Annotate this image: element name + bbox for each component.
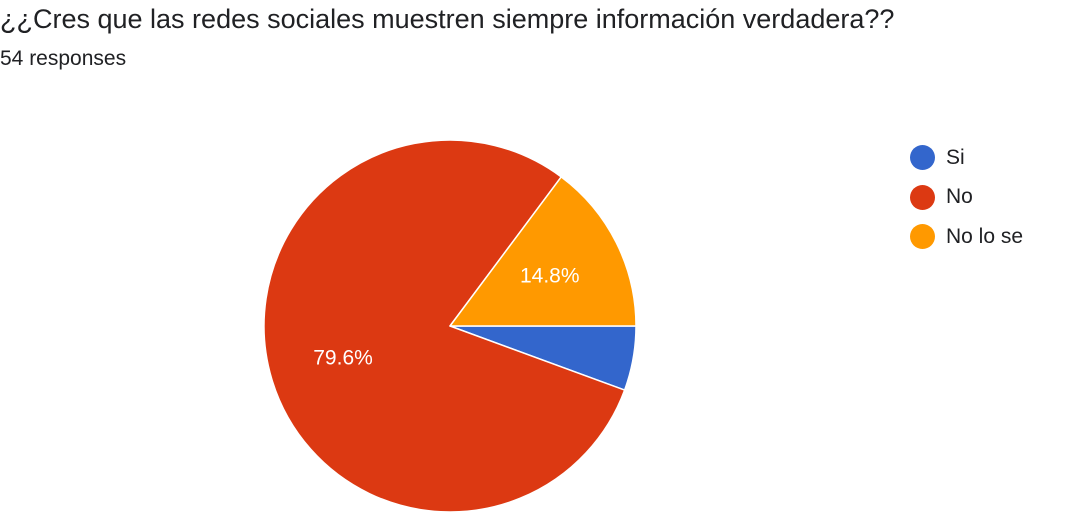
data-label-no-lo-se: 14.8% [520, 264, 580, 287]
legend-item-no: No [910, 178, 1023, 218]
legend-item-si: Si [910, 138, 1023, 178]
response-count: 54 responses [0, 47, 127, 70]
legend-item-no-lo-se: No lo se [910, 217, 1023, 257]
data-label-no: 79.6% [313, 346, 373, 369]
legend-label-si: Si [946, 145, 965, 169]
legend-swatch-si [910, 145, 935, 171]
pie-slice-no-lo-se [449, 176, 637, 327]
chart-title: ¿¿Cres que las redes sociales muestren s… [0, 4, 895, 34]
legend-label-no: No [946, 185, 973, 209]
legend-label-no-lo-se: No lo se [946, 224, 1024, 248]
legend-swatch-no [910, 184, 935, 210]
pie-slice-no [263, 139, 626, 513]
chart-legend: Si No No lo se [910, 138, 1023, 257]
legend-swatch-no-lo-se [910, 224, 935, 250]
